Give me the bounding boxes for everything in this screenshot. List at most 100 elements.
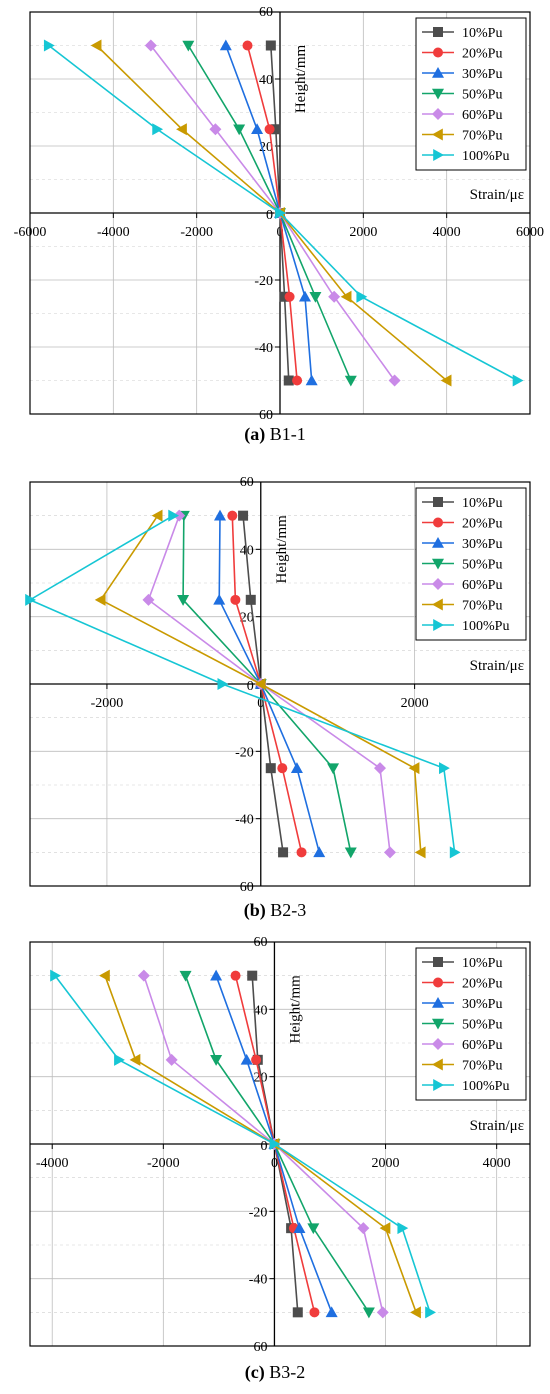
data-point [512,374,524,387]
x-tick-label: -2000 [91,696,124,711]
data-point [264,124,275,135]
data-point [179,970,192,982]
y-tick-label: -20 [235,745,254,760]
y-axis-label: Height/mm [287,975,303,1044]
data-point [168,509,180,522]
data-point [151,509,163,522]
data-point [173,509,186,522]
legend-label: 70%Pu [462,599,502,614]
legend-label: 50%Pu [462,558,502,573]
data-point [292,375,303,386]
legend-label: 100%Pu [462,149,509,164]
data-point [362,1307,375,1319]
caption-a-text: B1-1 [265,424,306,444]
legend-marker [432,537,444,548]
data-point [292,1307,303,1318]
data-point [265,763,276,774]
chart-b-svg: -2000 0 20006040200-20-4060Height/mmStrain… [25,475,531,895]
legend-marker [433,149,444,161]
data-point [142,593,155,606]
data-point [284,291,295,302]
caption-c-letter: (c) [244,1362,265,1382]
x-tick-label: 6000 [516,225,544,240]
legend-marker [432,997,444,1008]
y-tick-label: 60 [240,475,254,490]
data-point [265,40,276,51]
legend-marker [432,1018,444,1030]
data-point [328,290,341,303]
data-point [129,1053,141,1066]
data-point [299,290,311,302]
legend-label: 30%Pu [462,537,502,552]
data-point [210,1055,223,1066]
y-tick-label: 0 [260,1139,267,1154]
legend-label: 30%Pu [462,997,502,1012]
y-tick-label: 60 [253,1340,267,1355]
data-point [238,510,249,521]
data-point [376,1306,389,1319]
series-100%Pu [43,39,524,387]
y-tick-label: 0 [266,208,273,223]
y-tick-label: -40 [235,813,254,828]
legend-marker [433,27,443,37]
legend-label: 60%Pu [462,108,502,123]
legend-marker [432,578,444,590]
legend-marker [432,1038,444,1050]
legend-label: 50%Pu [462,1018,502,1033]
y-tick-label: -40 [249,1273,268,1288]
data-point [209,123,222,136]
data-point [176,123,187,136]
legend-label: 50%Pu [462,88,502,103]
y-tick-label: -40 [254,341,273,356]
data-point [313,846,326,858]
caption-c: (c) B3-2 [0,1362,550,1383]
data-point [356,290,368,303]
data-point [278,847,289,858]
data-point [25,593,36,606]
legend-label: 30%Pu [462,67,502,82]
y-tick-label: 40 [253,1003,267,1018]
data-point [247,970,258,981]
data-point [230,594,241,605]
data-point [227,510,238,521]
series-100%Pu [25,509,461,859]
series-70%Pu [94,509,426,859]
y-tick-label: 60 [240,880,254,895]
legend-label: 10%Pu [462,496,502,511]
data-point [214,509,226,521]
data-point [307,1223,320,1235]
legend: 10%Pu 20%Pu 30%Pu 50%Pu 60%Pu 70%Pu 100%Pu [415,947,527,1101]
data-point [242,40,253,51]
x-axis-label: Strain/με [470,658,524,674]
data-point [217,678,229,690]
x-tick-label: 4000 [433,225,461,240]
data-point [152,123,164,136]
y-axis-label: Height/mm [274,515,290,584]
data-point [240,1053,253,1065]
chart-panel-b: -2000 0 2000 60 40 20 0 -20 -40 60 Height/mm Strain… [0,470,550,930]
data-point [340,290,352,303]
y-tick-label: 20 [240,611,254,626]
x-tick-label: 0 [277,225,284,240]
y-tick-label: 40 [259,73,273,88]
legend-label: 60%Pu [462,1038,502,1053]
data-point [379,1222,391,1235]
x-tick-label: -6000 [14,225,47,240]
data-point [425,1306,436,1319]
data-point [245,594,256,605]
data-point [269,1138,281,1150]
legend: 10%Pu 20%Pu 30%Pu 50%Pu 60%Pu 70%Pu 100%Pu [415,487,527,641]
chart-panel-c: -4000 -2000 0 2000 4000 60 40 20 0 -20 -40 60 Height… [0,930,550,1394]
caption-b-text: B2-3 [265,900,307,920]
data-point [270,124,281,135]
data-point [230,970,241,981]
legend-label: 100%Pu [462,619,509,634]
x-axis-label: Strain/με [470,187,524,203]
data-point [388,374,401,387]
x-tick-label: -4000 [97,225,130,240]
legend-marker [433,977,443,988]
data-point [410,1306,421,1319]
data-point [99,969,110,982]
x-tick-label: -2000 [180,225,213,240]
y-tick-label: -20 [254,274,273,289]
